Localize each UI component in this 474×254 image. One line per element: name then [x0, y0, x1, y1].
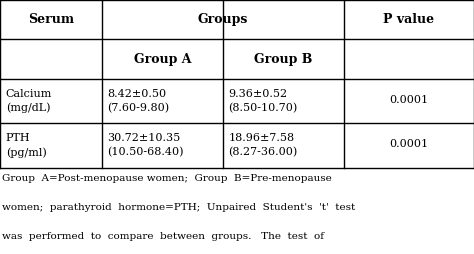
Text: women;  parathyroid  hormone=PTH;  Unpaired  Student's  't'  test: women; parathyroid hormone=PTH; Unpaired…: [2, 203, 356, 212]
Text: 9.36±0.52: 9.36±0.52: [228, 89, 288, 99]
Text: (pg/ml): (pg/ml): [6, 147, 46, 158]
Text: (8.50-10.70): (8.50-10.70): [228, 103, 298, 113]
Text: Groups: Groups: [198, 13, 248, 26]
Text: Group A: Group A: [134, 53, 191, 66]
Text: (10.50-68.40): (10.50-68.40): [108, 147, 184, 157]
Text: P value: P value: [383, 13, 434, 26]
Text: 0.0001: 0.0001: [389, 139, 428, 149]
Text: (7.60-9.80): (7.60-9.80): [108, 103, 170, 113]
Text: Serum: Serum: [28, 13, 74, 26]
Text: Group B: Group B: [254, 53, 312, 66]
Text: 0.0001: 0.0001: [389, 94, 428, 105]
Text: was  performed  to  compare  between  groups.   The  test  of: was performed to compare between groups.…: [2, 232, 324, 241]
Text: PTH: PTH: [6, 133, 30, 144]
Text: (mg/dL): (mg/dL): [6, 103, 50, 113]
Text: Calcium: Calcium: [6, 89, 52, 99]
Text: 30.72±10.35: 30.72±10.35: [108, 133, 181, 144]
Text: (8.27-36.00): (8.27-36.00): [228, 147, 298, 157]
Text: Group  A=Post-menopause women;  Group  B=Pre-menopause: Group A=Post-menopause women; Group B=Pr…: [2, 174, 332, 183]
Text: 8.42±0.50: 8.42±0.50: [108, 89, 167, 99]
Text: 18.96±7.58: 18.96±7.58: [228, 133, 295, 144]
